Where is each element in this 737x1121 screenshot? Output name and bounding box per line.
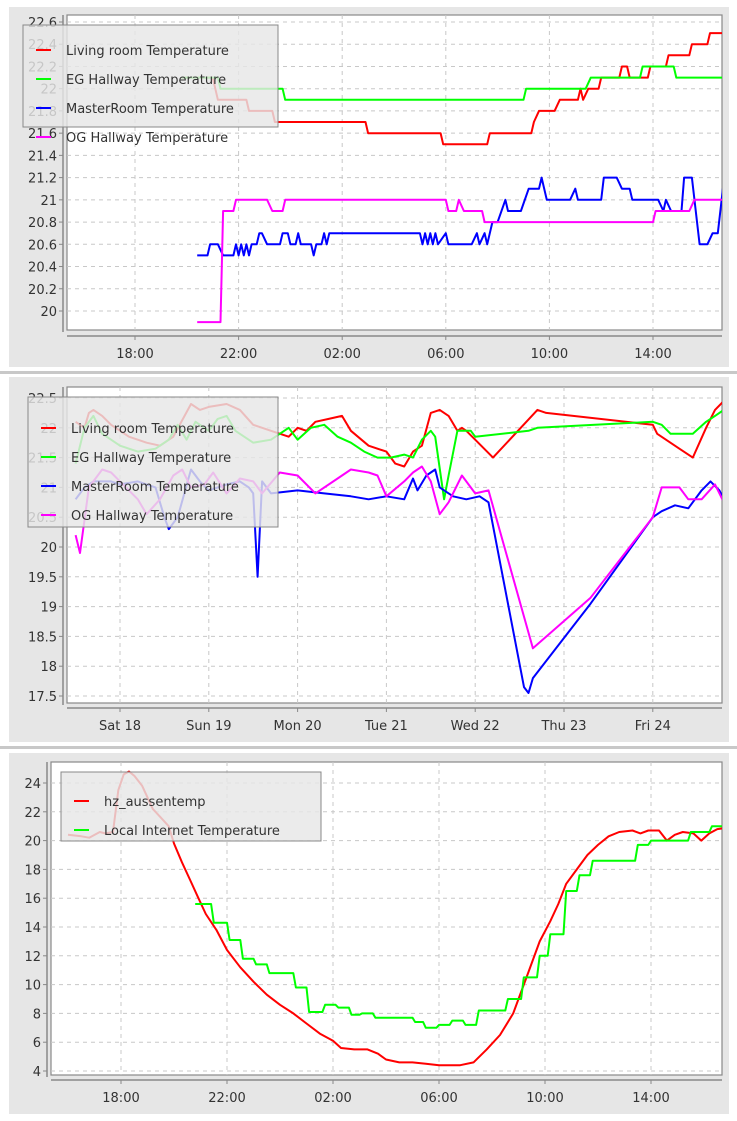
legend: hz_aussentemp Local Internet Temperature <box>60 771 322 842</box>
y-tick-label: 6 <box>33 1036 41 1051</box>
x-tick-label: 10:00 <box>531 347 568 362</box>
x-tick-label: Fri 24 <box>635 719 671 734</box>
x-tick-label: 14:00 <box>632 1091 669 1106</box>
legend-item-label: Living room Temperature <box>66 44 229 59</box>
x-tick-label: 22:00 <box>220 347 257 362</box>
chart-1-plot: 22.622.422.22221.821.621.421.22120.820.6… <box>22 14 723 362</box>
y-tick-label: 18 <box>40 660 57 675</box>
x-tick-label: 14:00 <box>634 347 671 362</box>
legend-item-label: EG Hallway Temperature <box>66 73 226 88</box>
x-tick-label: Mon 20 <box>274 719 322 734</box>
y-tick-label: 20 <box>24 835 41 850</box>
y-tick-label: 20.8 <box>28 216 57 231</box>
x-tick-label: 02:00 <box>314 1091 351 1106</box>
y-tick-label: 24 <box>24 777 41 792</box>
legend-item-label: EG Hallway Temperature <box>71 451 231 466</box>
y-tick-label: 19 <box>40 601 57 616</box>
x-tick-label: Thu 23 <box>540 719 586 734</box>
x-tick-label: Sun 19 <box>186 719 231 734</box>
separator-1 <box>0 371 737 374</box>
x-tick-label: 02:00 <box>323 347 360 362</box>
y-tick-label: 14 <box>24 921 41 936</box>
y-tick-label: 21.4 <box>28 149 57 164</box>
legend-item-label: MasterRoom Temperature <box>66 102 234 117</box>
chart-panel-1: 22.622.422.22221.821.621.421.22120.820.6… <box>9 7 729 367</box>
y-tick-label: 18 <box>24 863 41 878</box>
x-tick-label: 22:00 <box>208 1091 245 1106</box>
legend-item-label: Local Internet Temperature <box>104 824 280 839</box>
legend-item-label: Living room Temperature <box>71 422 234 437</box>
x-tick-label: 06:00 <box>427 347 464 362</box>
y-tick-label: 20.4 <box>28 261 57 276</box>
y-tick-label: 8 <box>33 1007 41 1022</box>
y-tick-label: 21.6 <box>28 127 57 142</box>
x-tick-label: Wed 22 <box>451 719 500 734</box>
y-tick-label: 20 <box>40 541 57 556</box>
y-tick-label: 20.6 <box>28 238 57 253</box>
legend-item-label: OG Hallway Temperature <box>66 131 228 146</box>
chart-panel-3: 24 22 20 18 16 14 12 10 8 6 4 18:00 22:00 02:00 06:00 1… <box>9 753 729 1114</box>
y-tick-label: 20 <box>40 305 57 320</box>
series-line <box>181 65 722 101</box>
x-tick-label: 18:00 <box>102 1091 139 1106</box>
y-tick-label: 19.5 <box>28 571 57 586</box>
x-tick-label: 18:00 <box>116 347 153 362</box>
y-tick-label: 21.2 <box>28 172 57 187</box>
x-tick-label: Sat 18 <box>99 719 141 734</box>
series-line <box>197 198 722 324</box>
legend-item-label: MasterRoom Temperature <box>71 480 239 495</box>
y-tick-label: 16 <box>24 892 41 907</box>
y-tick-label: 20.2 <box>28 283 57 298</box>
legend: Living room Temperature EG Hallway Temper… <box>22 24 279 146</box>
y-tick-label: 17.5 <box>28 690 57 705</box>
x-tick-label: Tue 21 <box>364 719 408 734</box>
y-tick-label: 10 <box>24 979 41 994</box>
y-tick-label: 12 <box>24 950 41 965</box>
legend-item-label: OG Hallway Temperature <box>71 509 233 524</box>
legend-item-label: hz_aussentemp <box>104 795 206 810</box>
separator-2 <box>0 746 737 749</box>
y-tick-label: 18.5 <box>28 630 57 645</box>
chart-3-plot: 24 22 20 18 16 14 12 10 8 6 4 18:00 22:00 02:00 06:00 1… <box>24 761 723 1106</box>
y-tick-label: 4 <box>33 1065 41 1080</box>
x-tick-label: 10:00 <box>526 1091 563 1106</box>
series-line <box>195 825 722 1029</box>
legend: Living room Temperature EG Hallway Temper… <box>27 396 279 528</box>
y-tick-label: 21 <box>40 194 57 209</box>
y-tick-label: 22 <box>24 806 41 821</box>
x-tick-label: 06:00 <box>420 1091 457 1106</box>
